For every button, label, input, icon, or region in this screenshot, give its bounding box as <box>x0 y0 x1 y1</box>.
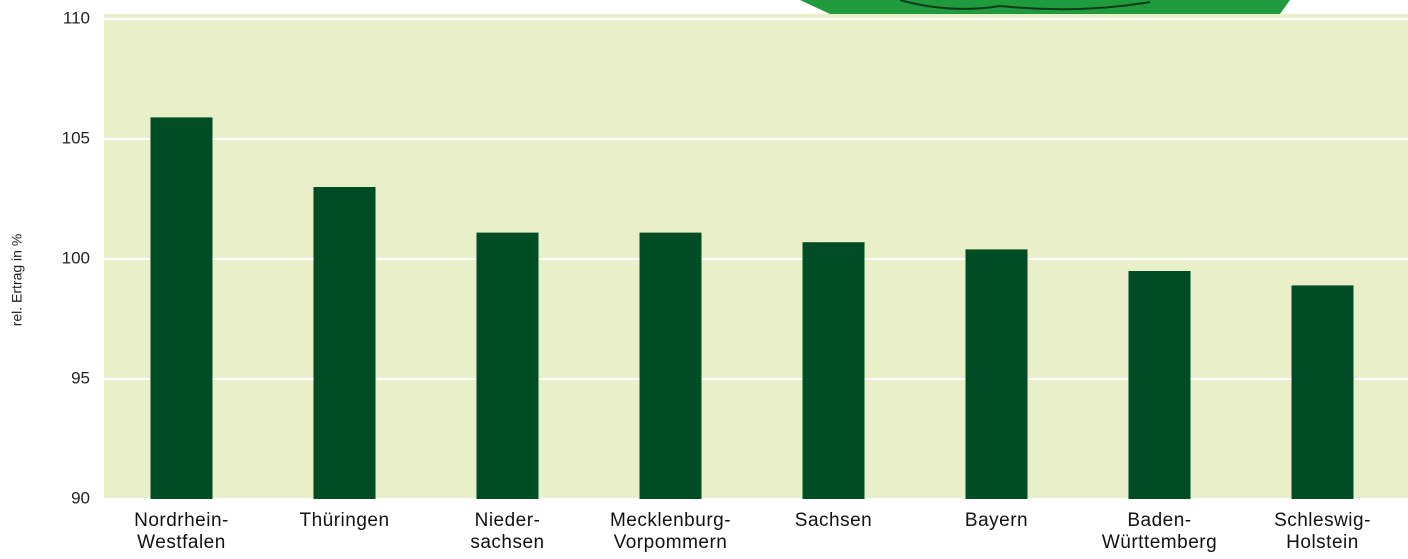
y-tick-label: 100 <box>62 248 90 267</box>
x-tick-label: Baden- Württemberg <box>1101 510 1218 553</box>
bar <box>150 117 213 500</box>
x-tick-label: Mecklenburg- Vorpommern <box>609 510 732 553</box>
plot-background <box>104 14 1408 499</box>
x-tick-label: Thüringen <box>299 510 390 531</box>
decorative-image <box>800 0 1290 14</box>
bar <box>802 242 865 499</box>
y-tick-label: 90 <box>71 488 90 507</box>
y-tick-label: 95 <box>71 368 90 387</box>
y-tick-label: 110 <box>63 8 90 27</box>
bar <box>965 249 1028 499</box>
y-axis-title: rel. Ertrag in % <box>9 234 25 327</box>
bar <box>639 232 702 499</box>
x-tick-label: Sachsen <box>794 510 873 531</box>
bar <box>1128 271 1191 499</box>
bar <box>313 187 376 499</box>
y-tick-label: 105 <box>62 128 90 147</box>
bar <box>1291 285 1354 499</box>
x-tick-label: Bayern <box>964 510 1029 531</box>
bar <box>476 232 539 499</box>
x-tick-label: Schleswig- Holstein <box>1274 510 1371 553</box>
x-tick-label: Nordrhein- Westfalen <box>134 510 229 553</box>
decorative-image-detail <box>899 0 1151 11</box>
x-tick-label: Nieder- sachsen <box>470 510 545 553</box>
